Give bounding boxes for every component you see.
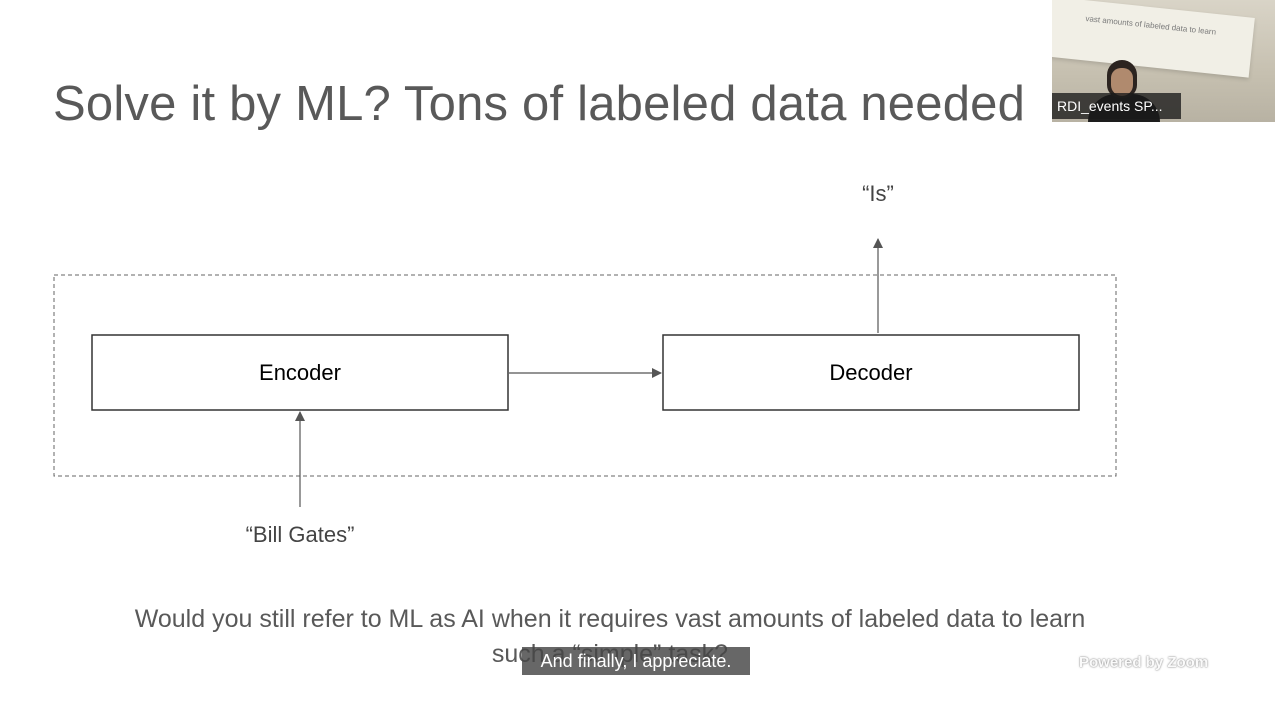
question-line-1: Would you still refer to ML as AI when i… bbox=[134, 605, 1086, 633]
participant-name-tag: RDI_events SP... bbox=[1052, 93, 1181, 119]
input-label: “Bill Gates” bbox=[245, 522, 355, 547]
participant-face bbox=[1111, 68, 1133, 96]
participant-video-tile[interactable]: vast amounts of labeled data to learn RD… bbox=[1052, 0, 1275, 122]
decoder-label: Decoder bbox=[829, 360, 913, 385]
powered-by-zoom-label: Powered by Zoom bbox=[1079, 654, 1209, 671]
decoder-box bbox=[662, 334, 1080, 411]
live-caption: And finally, I appreciate. bbox=[522, 647, 750, 675]
slide-title: Solve it by ML? Tons of labeled data nee… bbox=[53, 77, 1026, 131]
encoder-label: Encoder bbox=[259, 360, 341, 385]
output-label: “Is” bbox=[862, 181, 894, 206]
model-boundary-dashed bbox=[53, 274, 1117, 477]
encoder-box bbox=[91, 334, 509, 411]
